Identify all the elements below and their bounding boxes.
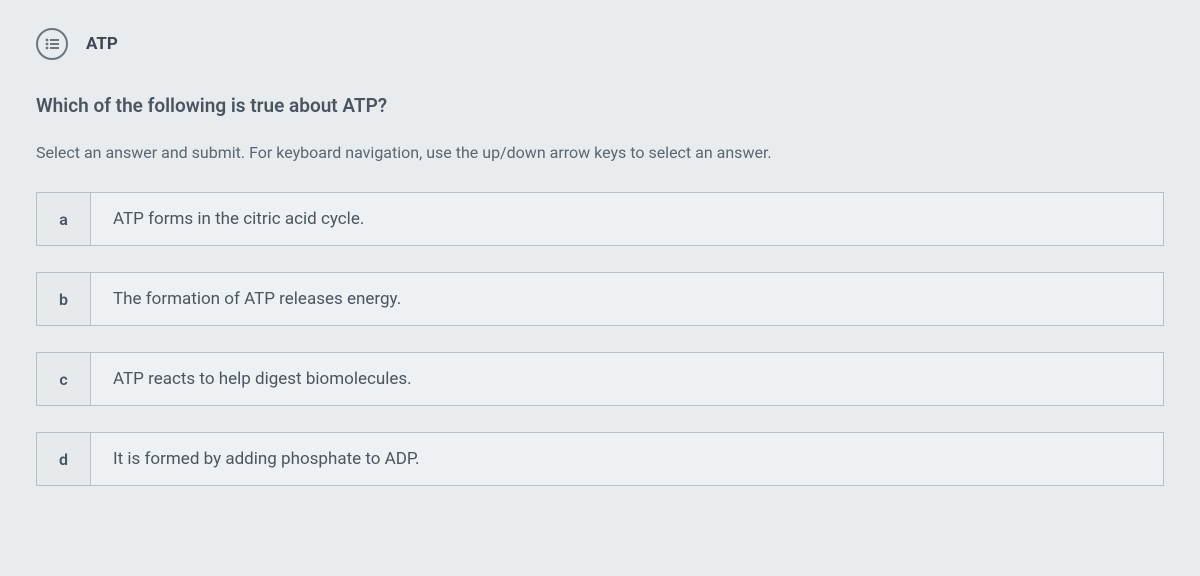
option-b[interactable]: b The formation of ATP releases energy. — [36, 272, 1164, 326]
question-text: Which of the following is true about ATP… — [36, 94, 1164, 117]
quiz-container: ATP Which of the following is true about… — [0, 0, 1200, 486]
option-text: The formation of ATP releases energy. — [91, 273, 1163, 325]
instructions-text: Select an answer and submit. For keyboar… — [36, 143, 1164, 162]
option-text: ATP forms in the citric acid cycle. — [91, 193, 1163, 245]
option-letter: a — [37, 193, 91, 245]
option-d[interactable]: d It is formed by adding phosphate to AD… — [36, 432, 1164, 486]
option-letter: b — [37, 273, 91, 325]
topic-title: ATP — [86, 34, 118, 54]
option-a[interactable]: a ATP forms in the citric acid cycle. — [36, 192, 1164, 246]
option-c[interactable]: c ATP reacts to help digest biomolecules… — [36, 352, 1164, 406]
options-list: a ATP forms in the citric acid cycle. b … — [36, 192, 1164, 486]
option-text: It is formed by adding phosphate to ADP. — [91, 433, 1163, 485]
option-text: ATP reacts to help digest biomolecules. — [91, 353, 1163, 405]
quiz-header: ATP — [36, 28, 1164, 60]
option-letter: c — [37, 353, 91, 405]
list-icon[interactable] — [36, 28, 68, 60]
option-letter: d — [37, 433, 91, 485]
